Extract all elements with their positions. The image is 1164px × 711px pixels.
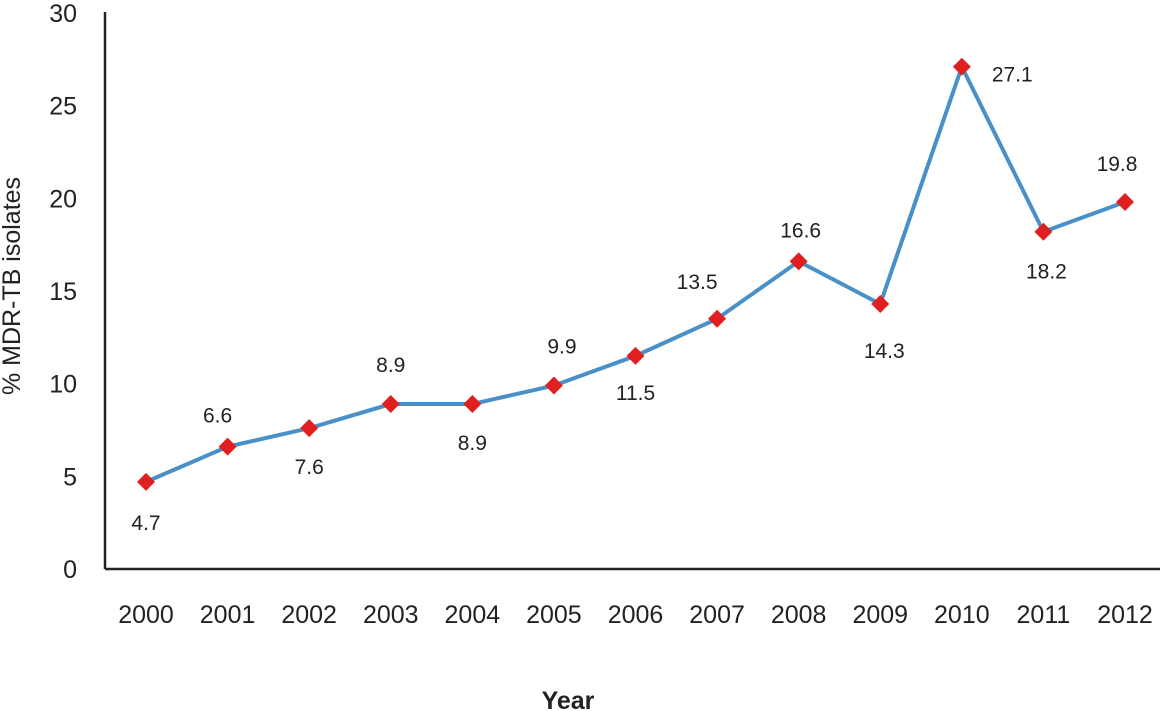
x-tick-label: 2005 — [526, 601, 582, 629]
data-value-label: 11.5 — [616, 382, 655, 405]
x-tick-label: 2007 — [689, 601, 745, 629]
data-value-label: 27.1 — [992, 64, 1033, 87]
data-point-marker — [463, 395, 482, 414]
data-point-marker — [1116, 193, 1134, 212]
data-point-marker — [218, 437, 237, 456]
x-axis-tick-labels: 2000 2001 2002 2003 2004 2005 2006 2007 2008 2009… — [118, 601, 1153, 629]
x-tick-label: 2003 — [363, 601, 419, 629]
data-value-label: 18.2 — [1026, 261, 1067, 284]
data-point-marker — [544, 376, 563, 395]
x-tick-label: 2006 — [608, 601, 664, 629]
data-value-label: 7.6 — [295, 456, 324, 479]
y-tick-label: 10 — [49, 371, 77, 399]
y-tick-label: 15 — [49, 278, 77, 306]
x-tick-label: 2011 — [1017, 601, 1071, 629]
data-point-marker — [626, 346, 645, 365]
data-value-label: 8.9 — [376, 354, 405, 377]
y-tick-label: 30 — [49, 0, 77, 28]
data-point-marker — [137, 472, 155, 491]
y-tick-label: 5 — [63, 463, 77, 491]
data-value-label: 6.6 — [203, 405, 232, 428]
x-tick-label: 2004 — [445, 601, 501, 629]
x-tick-label: 2000 — [118, 601, 174, 629]
y-tick-label: 25 — [49, 93, 77, 121]
data-point-marker — [300, 419, 319, 438]
data-value-label: 13.5 — [677, 271, 718, 294]
data-value-labels: 4.7 6.6 7.6 8.9 8.9 9.9 11.5 13.5 16.6 14.3 27.1 18… — [131, 64, 1137, 535]
y-tick-label: 0 — [63, 556, 77, 584]
data-point-marker — [789, 252, 808, 271]
data-value-label: 14.3 — [864, 340, 905, 363]
y-axis-tick-labels: 0 5 10 15 20 25 30 — [49, 0, 77, 584]
data-value-label: 9.9 — [547, 336, 576, 359]
data-point-marker — [1034, 222, 1053, 241]
data-point-marker — [952, 57, 971, 76]
data-point-marker — [871, 294, 890, 313]
series-line — [144, 64, 1127, 484]
data-value-label: 8.9 — [458, 432, 487, 455]
data-value-label: 4.7 — [131, 512, 160, 535]
x-axis-title: Year — [542, 687, 595, 711]
x-tick-label: 2001 — [200, 601, 256, 629]
data-point-marker — [381, 395, 400, 414]
x-tick-label: 2010 — [934, 601, 990, 629]
x-tick-label: 2002 — [281, 601, 337, 629]
data-value-label: 19.8 — [1097, 153, 1138, 176]
y-tick-label: 20 — [49, 185, 77, 213]
y-axis-title: % MDR-TB isolates — [0, 177, 26, 395]
data-point-markers — [137, 57, 1134, 491]
data-point-marker — [708, 309, 727, 328]
data-value-label: 16.6 — [780, 219, 821, 242]
x-tick-label: 2008 — [771, 601, 827, 629]
x-tick-label: 2009 — [852, 601, 908, 629]
x-tick-label: 2012 — [1097, 601, 1153, 629]
